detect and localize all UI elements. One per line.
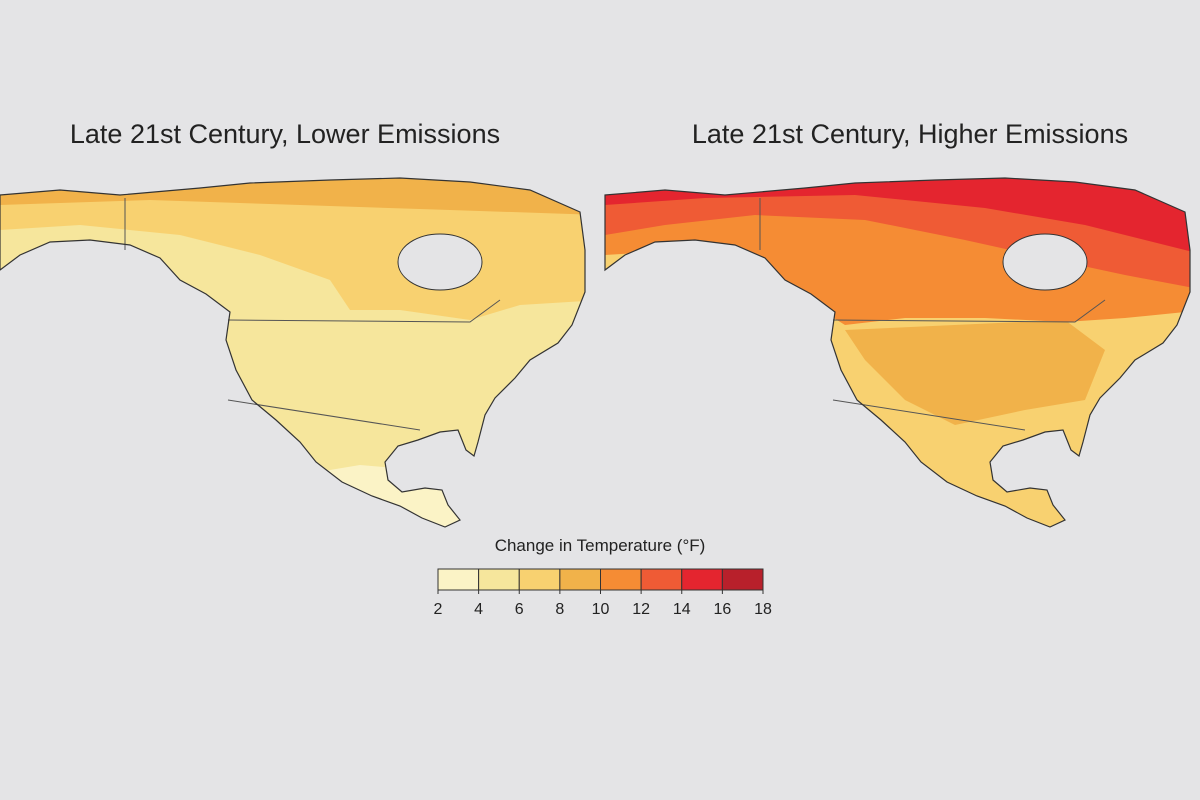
border bbox=[124, 198, 501, 431]
legend-title: Change in Temperature (°F) bbox=[495, 536, 706, 555]
tick-label: 6 bbox=[515, 601, 524, 618]
band bbox=[845, 320, 1105, 425]
tick-label: 10 bbox=[592, 601, 610, 618]
tick-label: 18 bbox=[754, 601, 772, 618]
legend-swatch bbox=[559, 568, 601, 591]
legend-swatch bbox=[721, 568, 764, 591]
tick-label: 2 bbox=[434, 601, 443, 618]
map-fill bbox=[605, 178, 1190, 527]
band bbox=[300, 465, 470, 527]
legend-swatch bbox=[600, 568, 642, 591]
tick-label: 14 bbox=[673, 601, 691, 618]
map-title: Late 21st Century, Lower Emissions bbox=[70, 119, 500, 149]
legend-swatch bbox=[437, 568, 480, 591]
tick-label: 12 bbox=[632, 601, 650, 618]
tick-label: 4 bbox=[474, 601, 483, 618]
map-lower bbox=[0, 177, 586, 528]
legend-swatch bbox=[640, 568, 683, 591]
tick-label: 8 bbox=[555, 601, 564, 618]
tick-label: 16 bbox=[713, 601, 731, 618]
map-higher bbox=[604, 177, 1191, 528]
map-fill bbox=[0, 178, 585, 527]
hudson-bay bbox=[1002, 233, 1088, 291]
legend-swatch bbox=[681, 568, 723, 591]
map-title: Late 21st Century, Higher Emissions bbox=[692, 119, 1128, 149]
legend-swatch bbox=[478, 568, 520, 591]
hudson-bay bbox=[397, 233, 483, 291]
legend-swatch bbox=[518, 568, 561, 591]
border bbox=[759, 198, 1106, 431]
legend: 2 4 6 8 10 12 14 16 18 bbox=[434, 568, 772, 618]
